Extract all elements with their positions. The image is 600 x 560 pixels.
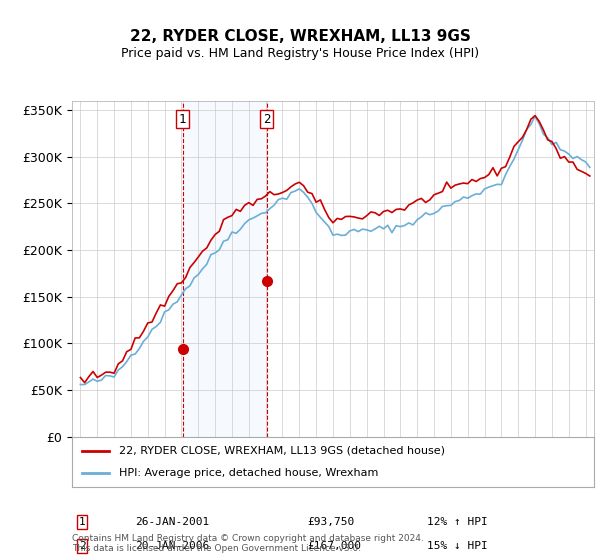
Text: 22, RYDER CLOSE, WREXHAM, LL13 9GS: 22, RYDER CLOSE, WREXHAM, LL13 9GS (130, 29, 470, 44)
Text: 12% ↑ HPI: 12% ↑ HPI (427, 517, 488, 527)
Bar (182, 101, 266, 437)
Text: 1: 1 (79, 517, 86, 527)
Text: HPI: Average price, detached house, Wrexham: HPI: Average price, detached house, Wrex… (119, 468, 379, 478)
Text: Price paid vs. HM Land Registry's House Price Index (HPI): Price paid vs. HM Land Registry's House … (121, 46, 479, 60)
Text: £93,750: £93,750 (307, 517, 354, 527)
Text: 15% ↓ HPI: 15% ↓ HPI (427, 541, 488, 551)
Text: 22, RYDER CLOSE, WREXHAM, LL13 9GS (detached house): 22, RYDER CLOSE, WREXHAM, LL13 9GS (deta… (119, 446, 445, 456)
Text: £167,000: £167,000 (307, 541, 361, 551)
Text: 20-JAN-2006: 20-JAN-2006 (134, 541, 209, 551)
Text: 2: 2 (263, 113, 271, 126)
Text: Contains HM Land Registry data © Crown copyright and database right 2024.
This d: Contains HM Land Registry data © Crown c… (72, 534, 424, 553)
Text: 26-JAN-2001: 26-JAN-2001 (134, 517, 209, 527)
Text: 2: 2 (79, 541, 86, 551)
Text: 1: 1 (179, 113, 187, 126)
